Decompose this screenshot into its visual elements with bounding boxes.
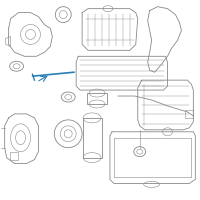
Bar: [87, 93, 107, 104]
Bar: [83, 118, 102, 158]
Bar: [185, 110, 193, 118]
Bar: [10, 152, 18, 160]
